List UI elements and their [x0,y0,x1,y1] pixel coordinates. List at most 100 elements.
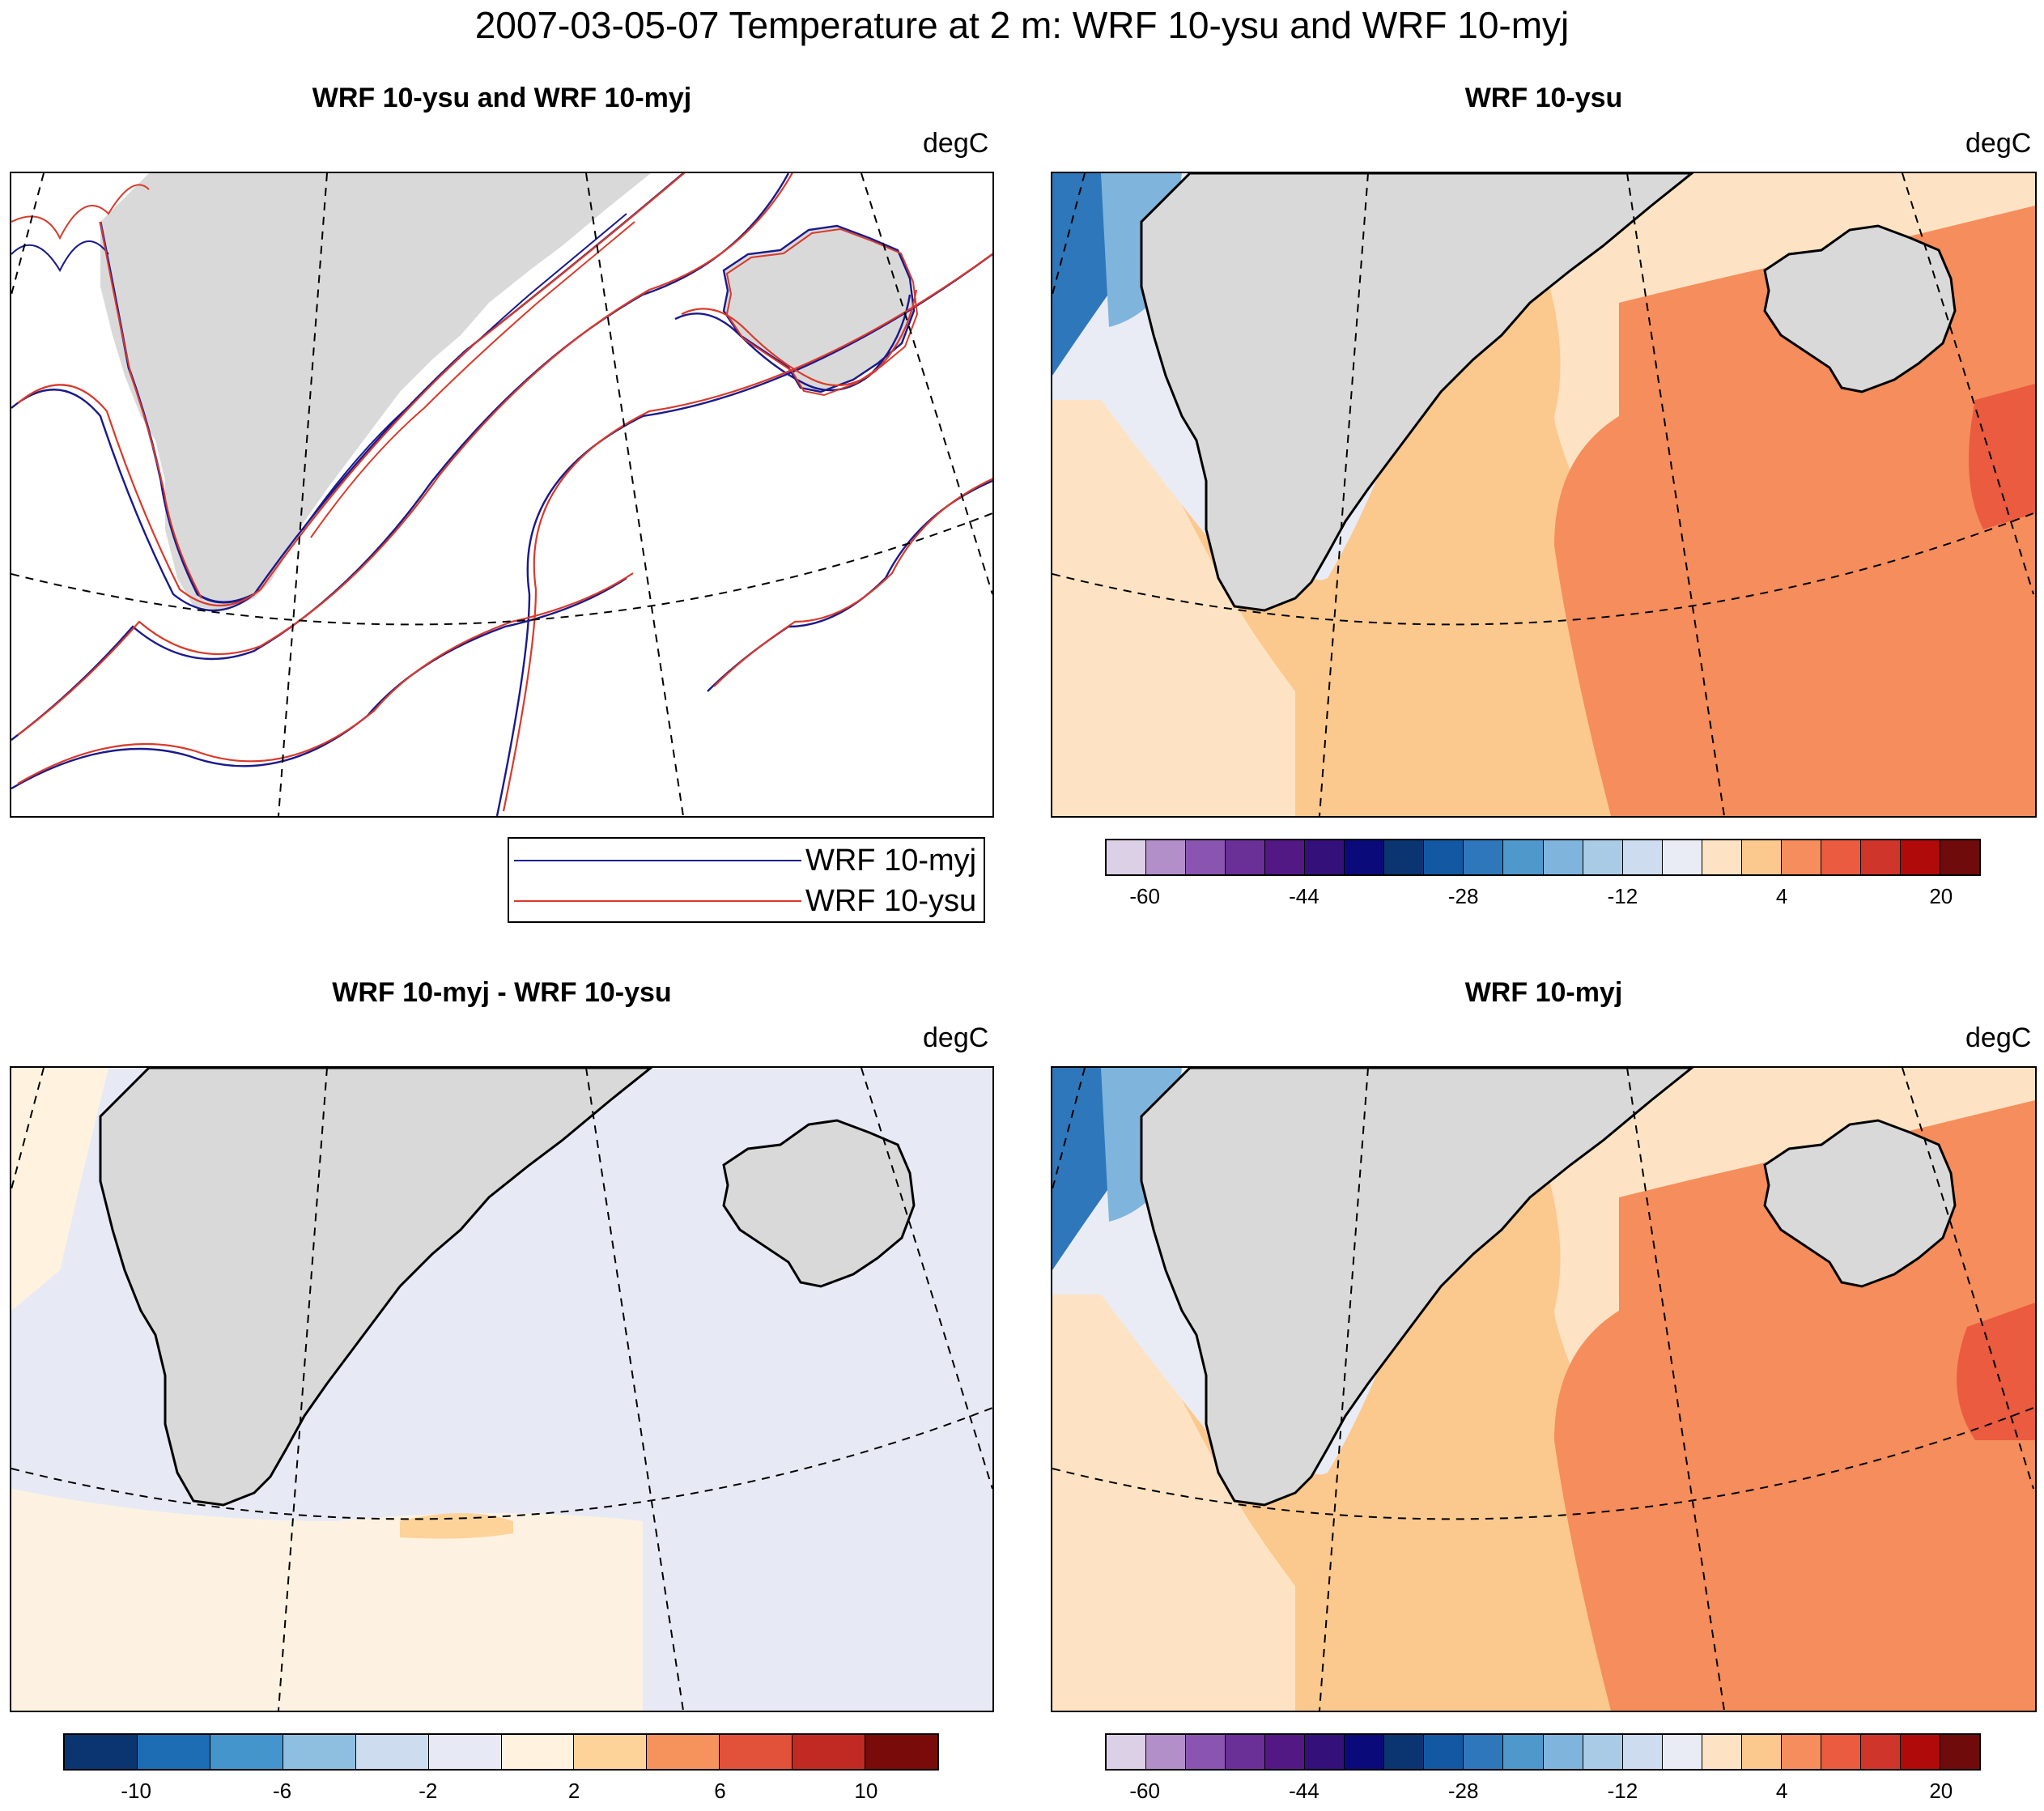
colorbar-box [1741,1735,1782,1769]
legend-entry-ysu: WRF 10-ysu [514,881,979,921]
figure-title: 2007-03-05-07 Temperature at 2 m: WRF 10… [474,4,1570,46]
colorbar-box [1305,840,1345,874]
colorbar-box [574,1735,648,1769]
difference-colorbar [63,1733,939,1771]
myj-fields [1052,1068,2035,1711]
colorbar-box [1662,1735,1702,1769]
colorbar-ticks-top: -60 -44 -28 -12 4 20 [1105,884,1981,916]
greenland-landmass [100,173,651,610]
colorbar-box [1384,840,1425,874]
colorbar-box [1345,1735,1385,1769]
colorbar-tick-label: 4 [1775,884,1788,908]
panel-title-contour: WRF 10-ysu and WRF 10-myj [312,83,692,113]
colorbar-tick-label: -6 [272,1779,292,1803]
colorbar-box [1503,1735,1544,1769]
colorbar-box [1146,840,1187,874]
colorbar-tick-label: -60 [1129,1779,1160,1803]
colorbar-ticks-diff: -10 -6 -2 2 6 10 [63,1779,939,1811]
unit-label-ysu: degC [1965,128,2032,159]
myj-temperature-map-panel [1051,1066,2037,1712]
colorbar-box [1107,1735,1147,1769]
iceland-coast [1763,224,1957,393]
greenland-coast [1140,1068,1694,1507]
colorbar-tick-label: -10 [121,1779,151,1803]
colorbar-box [1622,840,1663,874]
colorbar-box [1860,840,1901,874]
line-legend: WRF 10-myj WRF 10-ysu [508,837,985,923]
colorbar-box [1265,1735,1306,1769]
legend-label-myj: WRF 10-myj [805,844,977,878]
colorbar-box [1186,1735,1226,1769]
colorbar-box [1543,1735,1583,1769]
iceland-landmass [724,226,914,392]
colorbar-box [1583,1735,1623,1769]
colorbar-box [1424,1735,1464,1769]
colorbar-tick-label: 10 [854,1779,878,1803]
colorbar-box [501,1735,575,1769]
legend-line-ysu [514,900,801,902]
colorbar-tick-label: 20 [1929,884,1953,908]
colorbar-box [1424,840,1464,874]
ysu-temperature-map-panel [1051,172,2037,818]
colorbar-ticks-bottom: -60 -44 -28 -12 4 20 [1105,1779,1981,1811]
colorbar-tick-label: -28 [1447,884,1479,908]
temperature-colorbar-bottom [1105,1733,1981,1771]
temperature-colorbar-top [1105,839,1981,876]
colorbar-box [283,1735,356,1769]
colorbar-box [1146,1735,1187,1769]
colorbar-box [137,1735,210,1769]
iceland-coast [722,1119,916,1288]
unit-label-contour: degC [923,128,989,159]
colorbar-box [210,1735,283,1769]
colorbar-box [1107,840,1147,874]
colorbar-box [1226,840,1266,874]
graticule [11,1068,992,1711]
colorbar-box [1781,840,1821,874]
colorbar-box [1821,840,1861,874]
ysu-fields [1052,173,2035,816]
colorbar-box [793,1735,866,1769]
colorbar-box [1464,840,1504,874]
legend-label-ysu: WRF 10-ysu [805,884,977,918]
colorbar-tick-label: 2 [567,1779,580,1803]
colorbar-box [1781,1735,1821,1769]
panel-title-ysu: WRF 10-ysu [1464,83,1623,113]
colorbar-box [1900,1735,1940,1769]
colorbar-box [65,1735,138,1769]
colorbar-box [1345,840,1385,874]
greenland-coast [1140,173,1694,612]
colorbar-box [1265,840,1306,874]
colorbar-tick-label: -60 [1129,884,1160,908]
colorbar-box [1464,1735,1504,1769]
colorbar-tick-label: 4 [1775,1779,1788,1803]
colorbar-box [1940,1735,1980,1769]
colorbar-box [1702,840,1742,874]
colorbar-tick-label: -12 [1607,884,1638,908]
colorbar-box [1900,840,1940,874]
diff-fields [11,1068,992,1711]
colorbar-box [720,1735,793,1769]
colorbar-box [1662,840,1702,874]
unit-label-diff: degC [923,1022,989,1053]
legend-entry-myj: WRF 10-myj [514,840,979,881]
colorbar-box [1940,840,1980,874]
colorbar-box [355,1735,429,1769]
colorbar-tick-label: 20 [1929,1779,1953,1803]
colorbar-box [1186,840,1226,874]
graticule [1052,1068,2034,1711]
colorbar-tick-label: -2 [419,1779,438,1803]
colorbar-tick-label: -12 [1607,1779,1638,1803]
colorbar-box [647,1735,720,1769]
colorbar-box [1384,1735,1425,1769]
difference-map-panel [10,1066,994,1712]
colorbar-box [428,1735,502,1769]
panel-title-diff: WRF 10-myj - WRF 10-ysu [332,977,672,1008]
iceland-coast [1763,1119,1957,1288]
colorbar-tick-label: -44 [1289,884,1319,908]
graticule [1052,173,2034,816]
contour-map-panel [10,172,994,818]
colorbar-box [1503,840,1544,874]
ysu-contours [11,173,992,812]
colorbar-box [1543,840,1583,874]
colorbar-tick-label: -28 [1447,1779,1479,1803]
